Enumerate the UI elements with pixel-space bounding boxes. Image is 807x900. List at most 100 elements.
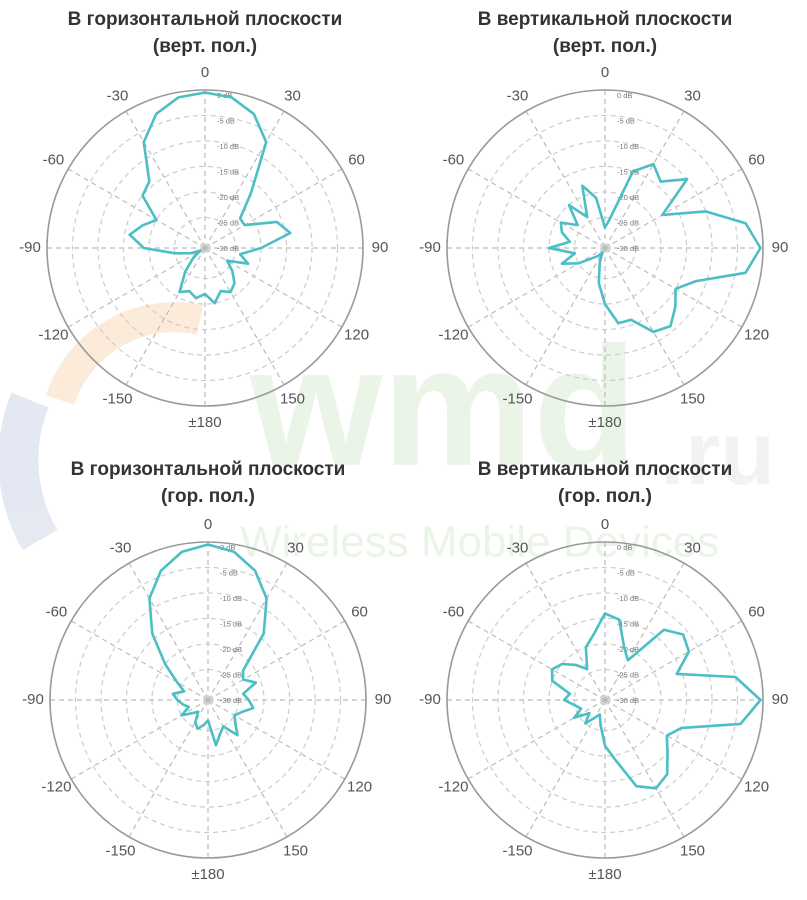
angle-tick-label: 90 (372, 239, 389, 256)
ring-grid-line (202, 694, 214, 706)
pattern-line (547, 162, 762, 334)
watermark: wmd .ru Wireless Mobile Devices (0, 302, 775, 567)
angle-tick-label: -90 (419, 239, 441, 256)
angle-tick-label: 90 (772, 691, 789, 708)
ring-grid-line (49, 541, 367, 859)
angle-tick-label: -30 (507, 539, 529, 556)
angle-tick-label: -120 (38, 326, 68, 343)
ring-grid-line (173, 216, 237, 280)
r-tick-label: -5 dB (220, 568, 238, 577)
angle-tick-label: 120 (344, 326, 369, 343)
angle-tick-label: -150 (502, 391, 532, 408)
ring-grid-line (446, 89, 764, 407)
ring-grid-line (125, 617, 291, 783)
radial-grid-line (525, 110, 606, 249)
angle-tick-label: -90 (419, 691, 441, 708)
r-tick-label: 0 dB (617, 91, 632, 100)
r-tick-label: -25 dB (617, 670, 639, 679)
angle-tick-label: 150 (680, 391, 705, 408)
radial-grid-line (204, 110, 285, 249)
ring-grid-line (122, 165, 288, 331)
angle-tick-label: -60 (46, 603, 68, 620)
r-tick-label: 0 dB (617, 543, 632, 552)
angle-tick-label: -150 (102, 391, 132, 408)
chart-title: В вертикальной плоскости (478, 9, 733, 30)
r-tick-label: -5 dB (617, 116, 635, 125)
angle-tick-label: ±180 (588, 414, 621, 431)
angle-tick-label: -120 (438, 326, 468, 343)
angle-tick-label: -30 (507, 87, 529, 104)
r-tick-label: -25 dB (617, 218, 639, 227)
r-tick-label: -10 dB (217, 142, 239, 151)
ring-grid-line (599, 694, 611, 706)
ring-grid-line (522, 165, 688, 331)
ring-grid-line (71, 114, 339, 382)
r-tick-label: -20 dB (617, 645, 639, 654)
ring-grid-line (497, 140, 713, 356)
angle-tick-label: ±180 (188, 414, 221, 431)
angle-tick-label: -150 (105, 843, 135, 860)
ring-grid-line (446, 541, 764, 859)
angle-tick-label: 30 (284, 87, 301, 104)
radial-grid-line (604, 699, 685, 838)
r-tick-label: -15 dB (617, 619, 639, 628)
angle-tick-label: 150 (680, 843, 705, 860)
watermark-tagline: Wireless Mobile Devices (240, 518, 719, 567)
pattern-line (550, 612, 762, 790)
r-tick-label: -10 dB (617, 142, 639, 151)
r-tick-label: -30 dB (217, 244, 239, 253)
angle-tick-label: 30 (287, 539, 304, 556)
radial-grid-line (525, 562, 606, 701)
angle-tick-label: -60 (443, 151, 465, 168)
ring-grid-line (46, 89, 364, 407)
angle-tick-label: 60 (348, 151, 365, 168)
r-tick-label: 0 dB (220, 543, 235, 552)
ring-grid-line (573, 216, 637, 280)
r-tick-label: -10 dB (617, 594, 639, 603)
polar-chart: В горизонтальной плоскости (верт. пол.) 0 3… (19, 9, 388, 431)
angle-tick-label: -30 (107, 87, 129, 104)
r-tick-label: -15 dB (220, 619, 242, 628)
ring-grid-line (548, 643, 662, 757)
angle-tick-label: 60 (748, 151, 765, 168)
radial-grid-line (525, 699, 606, 838)
r-tick-label: -30 dB (617, 244, 639, 253)
chart-subtitle: (гор. пол.) (161, 486, 255, 507)
r-tick-label: -30 dB (617, 696, 639, 705)
angle-tick-label: -90 (22, 691, 44, 708)
radial-grid-line (128, 562, 209, 701)
chart-subtitle: (верт. пол.) (153, 36, 257, 57)
r-tick-label: -5 dB (617, 568, 635, 577)
chart-subtitle: (верт. пол.) (553, 36, 657, 57)
radial-grid-line (70, 620, 209, 701)
angle-tick-label: -90 (19, 239, 41, 256)
angle-tick-label: -60 (43, 151, 65, 168)
r-tick-label: -20 dB (217, 193, 239, 202)
ring-grid-line (497, 592, 713, 808)
angle-tick-label: 150 (280, 391, 305, 408)
radial-grid-line (467, 620, 606, 701)
chart-title: В горизонтальной плоскости (71, 459, 346, 480)
polar-chart: В вертикальной плоскости (гор. пол.) 0 30 60… (419, 459, 788, 883)
angle-tick-label: 120 (347, 778, 372, 795)
angle-tick-label: 30 (684, 539, 701, 556)
angle-tick-label: -120 (41, 778, 71, 795)
radial-grid-line (70, 699, 209, 780)
logo-arc (0, 392, 58, 551)
angle-tick-label: 150 (283, 843, 308, 860)
r-tick-label: -25 dB (217, 218, 239, 227)
polar-chart: В горизонтальной плоскости (гор. пол.) 0 30… (22, 459, 391, 883)
radial-grid-line (604, 699, 743, 780)
chart-subtitle: (гор. пол.) (558, 486, 652, 507)
r-tick-label: -10 dB (220, 594, 242, 603)
angle-tick-label: 0 (204, 516, 212, 533)
angle-tick-label: 90 (772, 239, 789, 256)
angle-tick-label: 90 (375, 691, 392, 708)
ring-grid-line (471, 114, 739, 382)
r-tick-label: -25 dB (220, 670, 242, 679)
ring-grid-line (199, 242, 211, 254)
r-tick-label: -20 dB (220, 645, 242, 654)
radial-grid-line (204, 168, 343, 249)
